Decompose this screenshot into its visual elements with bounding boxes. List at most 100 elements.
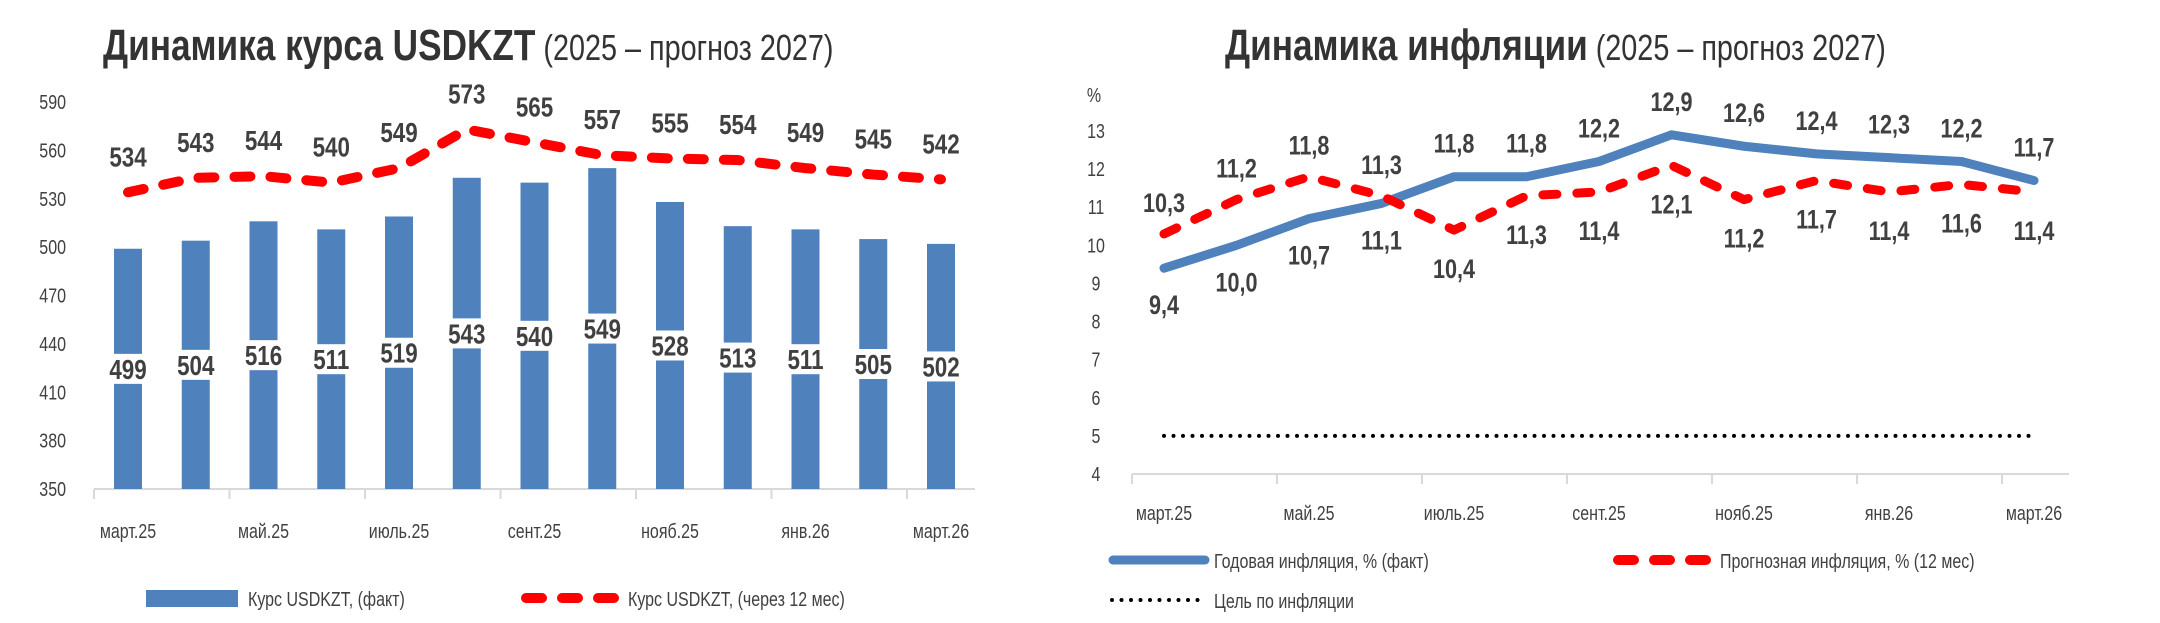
y-tick-label: 10 [1087, 235, 1105, 257]
y-tick-label-group: 4 [1092, 463, 1101, 485]
chart-title-main: Динамика курса USDKZT [103, 21, 535, 70]
bar-label-bg [169, 349, 222, 380]
y-tick-label: 470 [39, 285, 66, 307]
fact-data-label-group: 12,2 [1940, 114, 1982, 144]
x-tick-label-group: сент.25 [1572, 502, 1626, 524]
x-tick-label-group: март.26 [2006, 502, 2062, 524]
bar-data-label-group: 528 [651, 331, 688, 362]
y-tick-label: 11 [1088, 197, 1105, 219]
forecast-data-label: 11,2 [1216, 154, 1257, 184]
y-tick-label-group: 440 [39, 333, 66, 355]
forecast-data-label: 549 [787, 118, 824, 149]
fact-data-label-group: 10,0 [1215, 268, 1257, 298]
y-tick-label: 7 [1092, 349, 1101, 371]
fact-data-label-group: 11,1 [1361, 226, 1402, 256]
x-tick-label: март.26 [913, 520, 969, 542]
y-axis-unit: % [1087, 84, 1101, 106]
x-tick-label: янв.26 [781, 520, 829, 542]
x-tick-label: март.25 [1136, 502, 1192, 524]
chart-title-group: Динамика курса USDKZT (2025 – прогноз 20… [103, 21, 833, 70]
chart-title: Динамика курса USDKZT (2025 – прогноз 20… [103, 21, 833, 70]
forecast-data-label: 573 [448, 79, 485, 110]
y-tick-label-group: 13 [1087, 120, 1105, 142]
y-tick-label: 350 [39, 478, 66, 500]
y-tick-label-group: 12 [1087, 158, 1105, 180]
x-tick-label-group: нояб.25 [1715, 502, 1773, 524]
forecast-data-label-group: 555 [651, 108, 688, 139]
y-tick-label-group: 9 [1092, 273, 1101, 295]
forecast-data-label: 11,6 [1941, 209, 1982, 239]
x-tick-label-group: март.26 [913, 520, 969, 542]
bar-data-label: 499 [109, 355, 146, 386]
forecast-data-label: 10,4 [1433, 255, 1475, 285]
y-tick-label-group: 530 [39, 188, 66, 210]
bar-label-bg [102, 353, 154, 384]
forecast-data-label-group: 10,3 [1143, 189, 1185, 219]
chart-title-group: Динамика инфляции (2025 – прогноз 2027) [1225, 21, 1886, 70]
forecast-data-label: 11,2 [1724, 224, 1765, 254]
bar-label-bg [305, 344, 358, 375]
forecast-data-label: 544 [245, 126, 282, 157]
x-tick-label: март.26 [2006, 502, 2062, 524]
forecast-data-label: 557 [584, 105, 621, 136]
legend-label-forecast: Прогнозная инфляция, % (12 мес) [1720, 550, 1975, 572]
forecast-data-label-group: 573 [448, 79, 485, 110]
forecast-data-label-group: 11,2 [1724, 224, 1765, 254]
forecast-data-label: 555 [651, 108, 688, 139]
y-tick-label: 5 [1092, 425, 1101, 447]
legend-label-target-group: Цель по инфляции [1214, 590, 1354, 612]
y-tick-label-group: 410 [39, 382, 66, 404]
y-tick-label-group: 11 [1088, 197, 1105, 219]
bar-data-label: 504 [177, 351, 214, 382]
bar-label-bg [440, 318, 493, 349]
bar-data-label-group: 504 [177, 351, 214, 382]
forecast-data-label-group: 554 [719, 110, 756, 141]
x-tick-label: сент.25 [508, 520, 562, 542]
bar-data-label: 505 [855, 350, 892, 381]
fact-data-label: 12,3 [1868, 110, 1910, 140]
y-tick-label: 12 [1087, 158, 1105, 180]
forecast-data-label: 10,3 [1143, 189, 1185, 219]
y-tick-label-group: 590 [39, 91, 66, 113]
x-tick-label-group: май.25 [1283, 502, 1334, 524]
forecast-data-label-group: 11,3 [1506, 221, 1547, 251]
forecast-data-label: 12,1 [1650, 190, 1692, 220]
y-tick-label: 4 [1092, 463, 1101, 485]
y-tick-label: 530 [39, 188, 66, 210]
fact-data-label-group: 12,4 [1795, 107, 1837, 137]
bar-data-label-group: 505 [855, 350, 892, 381]
forecast-data-label-group: 11,8 [1289, 132, 1330, 162]
legend-label-forecast-group: Прогнозная инфляция, % (12 мес) [1720, 550, 1975, 572]
bar-data-label-group: 511 [787, 345, 823, 376]
fact-data-label: 12,2 [1578, 114, 1620, 144]
y-tick-label-group: 8 [1092, 311, 1101, 333]
forecast-data-label: 11,8 [1289, 132, 1330, 162]
fact-data-label: 12,9 [1650, 88, 1692, 118]
y-tick-label: 6 [1092, 387, 1101, 409]
forecast-data-label-group: 557 [584, 105, 621, 136]
forecast-data-label: 549 [380, 118, 417, 149]
forecast-data-label: 540 [313, 132, 350, 163]
bar-data-label-group: 540 [516, 322, 553, 353]
x-tick-label-group: май.25 [238, 520, 289, 542]
bar-data-label: 511 [313, 345, 349, 376]
forecast-data-label-group: 11,4 [1579, 217, 1620, 247]
fact-data-label: 11,8 [1506, 130, 1547, 160]
bar-data-label-group: 549 [584, 314, 621, 345]
x-tick-label-group: март.25 [1136, 502, 1192, 524]
forecast-data-label-group: 11,4 [2014, 217, 2055, 247]
legend-bar-swatch [146, 590, 238, 607]
x-tick-label: март.25 [100, 520, 156, 542]
bar-data-label: 540 [516, 322, 553, 353]
forecast-data-label: 534 [109, 142, 146, 173]
bar-data-label: 543 [448, 319, 485, 350]
y-tick-label: 8 [1092, 311, 1101, 333]
y-tick-label-group: 500 [39, 236, 66, 258]
bar-data-label-group: 519 [380, 338, 417, 369]
x-tick-label: сент.25 [1572, 502, 1626, 524]
fact-data-label-group: 12,6 [1723, 99, 1765, 129]
x-tick-label: янв.26 [1865, 502, 1913, 524]
fact-data-label: 11,8 [1434, 130, 1475, 160]
y-tick-label-group: 380 [39, 430, 66, 452]
